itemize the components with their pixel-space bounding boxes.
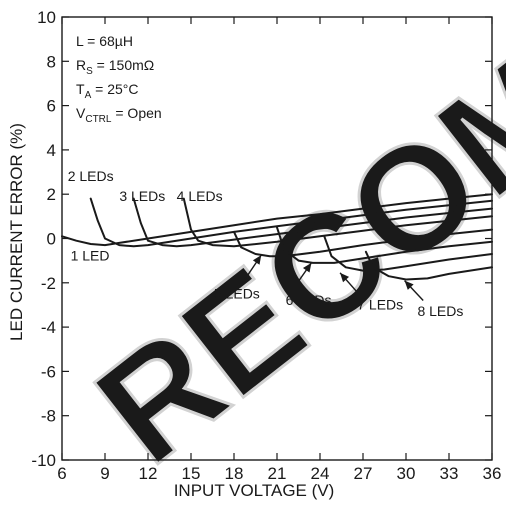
y-tick-label: 0 xyxy=(47,230,56,249)
x-tick-label: 33 xyxy=(440,464,459,483)
ta-value: = 25°C xyxy=(91,81,138,97)
series-label-1: 1 LED xyxy=(71,248,110,264)
x-tick-label: 18 xyxy=(225,464,244,483)
series-label-3: 3 LEDs xyxy=(119,188,165,204)
ta-subscript: A xyxy=(85,90,92,101)
vctrl-symbol: V xyxy=(76,105,86,121)
condition-inductance: L = 68µH xyxy=(76,33,133,49)
condition-vctrl: VCTRL = Open xyxy=(76,105,162,125)
x-tick-label: 27 xyxy=(354,464,373,483)
x-tick-label: 9 xyxy=(100,464,109,483)
rs-symbol: R xyxy=(76,57,86,73)
series-label-4: 4 LEDs xyxy=(177,188,223,204)
condition-sense-resistor: RS = 150mΩ xyxy=(76,57,154,77)
y-tick-label: -10 xyxy=(31,451,56,470)
label-arrow-head xyxy=(340,272,350,283)
y-tick-label: -4 xyxy=(41,318,56,337)
series-line-2 xyxy=(89,197,493,248)
rs-subscript: S xyxy=(86,66,93,77)
test-conditions: L = 68µH RS = 150mΩ TA = 25°C VCTRL = Op… xyxy=(76,33,162,125)
rs-value: = 150mΩ xyxy=(93,57,154,73)
y-tick-label: 8 xyxy=(47,52,56,71)
x-tick-label: 36 xyxy=(483,464,502,483)
series-group xyxy=(61,193,493,281)
y-tick-label: 2 xyxy=(47,185,56,204)
vctrl-subscript: CTRL xyxy=(85,114,112,125)
y-tick-label: 10 xyxy=(37,8,56,27)
series-line-3 xyxy=(132,197,493,248)
ta-symbol: T xyxy=(76,81,85,97)
series-line-4 xyxy=(182,197,493,248)
x-tick-label: 24 xyxy=(311,464,330,483)
y-axis-title: LED CURRENT ERROR (%) xyxy=(7,123,26,341)
series-label-7: 7 LEDs xyxy=(357,296,403,312)
label-arrow-head xyxy=(404,280,414,290)
series-labels: 1 LED 2 LEDs 3 LEDs 4 LEDs 5 LEDs 6 LEDs 7 LED… xyxy=(68,168,464,319)
x-tick-label: 21 xyxy=(268,464,287,483)
x-axis-title: INPUT VOLTAGE (V) xyxy=(174,481,335,500)
axis-ticks: 6 9 12 15 18 21 24 27 30 33 36 10 8 6 4 2 0 -2 -4 -6 -8 -10 xyxy=(31,8,501,483)
series-line-6 xyxy=(276,226,493,264)
y-tick-label: 6 xyxy=(47,97,56,116)
series-line-8 xyxy=(364,250,493,281)
series-label-8: 8 LEDs xyxy=(417,303,463,319)
label-arrow-head xyxy=(302,262,312,273)
condition-temperature: TA = 25°C xyxy=(76,81,138,101)
series-line-5 xyxy=(233,228,493,258)
vctrl-value: = Open xyxy=(111,105,161,121)
x-tick-label: 30 xyxy=(397,464,416,483)
series-label-6: 6 LEDs xyxy=(286,292,332,308)
x-tick-label: 6 xyxy=(57,464,66,483)
y-tick-label: 4 xyxy=(47,141,56,160)
label-arrow-head xyxy=(252,255,262,265)
series-label-2: 2 LEDs xyxy=(68,168,114,184)
y-tick-label: -8 xyxy=(41,407,56,426)
series-label-5: 5 LEDs xyxy=(214,285,260,301)
y-tick-label: -6 xyxy=(41,362,56,381)
series-line-1 xyxy=(61,193,493,247)
y-tick-label: -2 xyxy=(41,274,56,293)
series-line-7 xyxy=(323,235,493,272)
x-tick-label: 12 xyxy=(139,464,158,483)
x-tick-label: 15 xyxy=(182,464,201,483)
